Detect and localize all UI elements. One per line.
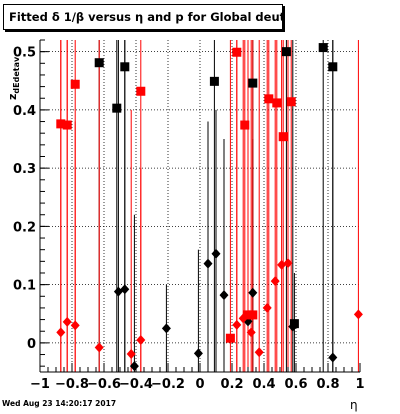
x-tick-label: 0.4 <box>252 377 275 392</box>
data-point-square <box>120 62 130 72</box>
data-point-diamond <box>283 258 293 269</box>
data-point-square <box>286 97 296 107</box>
data-point-diamond <box>161 323 171 334</box>
data-markers <box>56 43 363 372</box>
data-point-diamond <box>62 316 72 327</box>
x-tick-label: −0.2 <box>151 377 185 392</box>
data-point-square <box>248 310 258 320</box>
chart-title: Fitted δ 1/β versus η and p for Global d… <box>3 4 283 30</box>
data-point-diamond <box>56 327 66 338</box>
data-point-square <box>272 98 282 108</box>
x-tick-label: 0.2 <box>220 377 243 392</box>
data-point-diamond <box>136 334 146 345</box>
y-tick-label: 0 <box>27 337 36 352</box>
timestamp: Wed Aug 23 14:20:17 2017 <box>2 399 117 408</box>
data-point-square <box>209 76 219 86</box>
data-point-diamond <box>120 284 130 295</box>
y-tick-label: 0.4 <box>13 104 36 119</box>
data-point-square <box>56 119 66 129</box>
y-tick-label: 0.1 <box>13 279 36 294</box>
data-point-diamond <box>94 342 104 353</box>
y-tick-label: 0.2 <box>13 220 36 235</box>
x-tick-label: −1 <box>30 377 50 392</box>
data-point-diamond <box>211 248 221 259</box>
data-point-square <box>281 47 291 57</box>
x-tick-label: 0.6 <box>284 377 307 392</box>
x-tick-label: 0 <box>195 377 204 392</box>
data-point-square <box>136 86 146 96</box>
data-point-diamond <box>262 302 272 313</box>
grid <box>40 40 360 372</box>
data-point-diamond <box>219 290 229 301</box>
data-point-square <box>264 94 274 104</box>
x-tick-label: −0.8 <box>55 377 89 392</box>
data-point-square <box>225 333 235 343</box>
data-point-square <box>243 310 253 320</box>
x-tick-label: −0.6 <box>87 377 121 392</box>
data-point-square <box>94 58 104 68</box>
data-point-diamond <box>277 259 287 270</box>
data-point-square <box>318 43 328 53</box>
data-point-diamond <box>126 348 136 359</box>
y-tick-label: 0.3 <box>13 162 36 177</box>
data-point-square <box>62 120 72 130</box>
y-tick-label: 0.5 <box>13 46 36 61</box>
x-axis-label: η <box>350 398 358 412</box>
data-point-diamond <box>246 327 256 338</box>
data-point-square <box>278 132 288 142</box>
data-point-square <box>232 47 242 57</box>
data-point-diamond <box>270 276 280 287</box>
axes: −1 −0.8−0.6−0.4−0.2 0 0.2 0.4 0.6 0.8 1 0 0.1 0.2 0… <box>13 39 365 392</box>
data-point-square <box>289 319 299 329</box>
data-point-square <box>112 103 122 113</box>
data-point-diamond <box>70 320 80 331</box>
data-point-square <box>70 79 80 89</box>
data-point-diamond <box>248 287 258 298</box>
error-bars <box>60 40 359 372</box>
x-tick-label: −0.4 <box>119 377 153 392</box>
data-point-diamond <box>203 258 213 269</box>
data-point-diamond <box>193 348 203 359</box>
data-point-diamond <box>254 347 264 358</box>
y-axis-label: zdEdetav <box>6 56 22 100</box>
x-tick-label: 1 <box>355 377 364 392</box>
data-point-diamond <box>328 352 338 363</box>
data-point-square <box>240 120 250 130</box>
data-point-diamond <box>353 309 363 320</box>
data-point-diamond <box>232 319 242 330</box>
data-point-diamond <box>129 361 139 372</box>
x-tick-label: 0.8 <box>316 377 339 392</box>
data-point-square <box>248 78 258 88</box>
data-point-square <box>328 62 338 72</box>
